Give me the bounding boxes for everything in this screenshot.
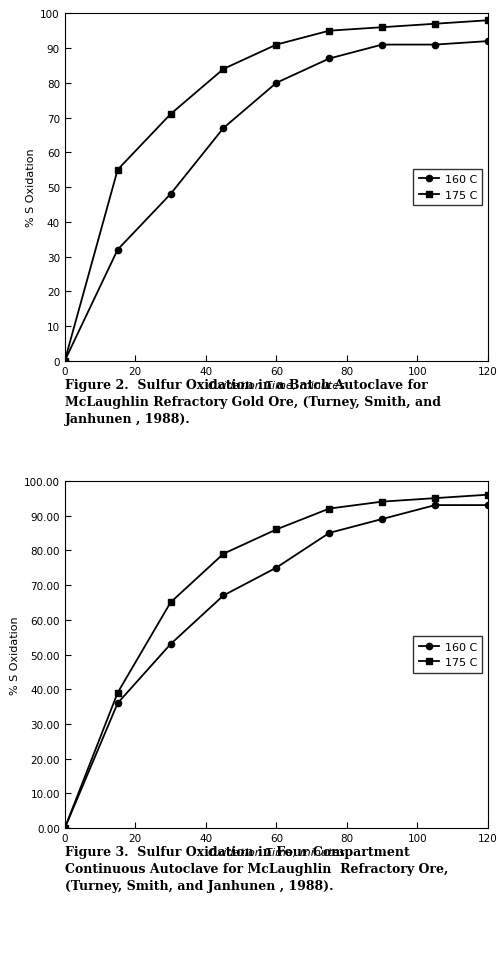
160 C [115, 698, 121, 709]
Legend: 160 C, 175 C: 160 C, 175 C [413, 637, 483, 673]
175 C [432, 19, 438, 30]
160 C [273, 562, 279, 574]
175 C [62, 822, 68, 834]
175 C [485, 15, 491, 27]
160 C [115, 245, 121, 256]
175 C [379, 23, 385, 34]
Legend: 160 C, 175 C: 160 C, 175 C [413, 170, 483, 206]
175 C [273, 524, 279, 536]
Text: Figure 3.  Sulfur Oxidation in Four Compartment
Continuous Autoclave for McLaugh: Figure 3. Sulfur Oxidation in Four Compa… [65, 845, 448, 892]
160 C [379, 514, 385, 525]
175 C [379, 497, 385, 508]
Y-axis label: % S Oxidation: % S Oxidation [26, 149, 36, 227]
160 C [167, 189, 173, 200]
160 C [432, 499, 438, 511]
Line: 175 C: 175 C [62, 18, 491, 365]
175 C [326, 26, 332, 37]
160 C [62, 355, 68, 367]
160 C [485, 36, 491, 48]
160 C [432, 40, 438, 51]
Line: 160 C: 160 C [62, 39, 491, 365]
175 C [432, 493, 438, 504]
160 C [326, 53, 332, 65]
160 C [326, 528, 332, 539]
Line: 160 C: 160 C [62, 502, 491, 832]
160 C [221, 123, 227, 134]
175 C [221, 64, 227, 75]
175 C [167, 597, 173, 608]
160 C [485, 499, 491, 511]
175 C [62, 355, 68, 367]
175 C [115, 687, 121, 699]
Y-axis label: % S Oxidation: % S Oxidation [10, 616, 20, 694]
Line: 175 C: 175 C [62, 492, 491, 832]
175 C [326, 503, 332, 515]
160 C [62, 822, 68, 834]
X-axis label: Oxidation Time, minutes: Oxidation Time, minutes [208, 380, 345, 391]
175 C [485, 490, 491, 501]
Text: Figure 2.  Sulfur Oxidation in a Batch Autoclave for
McLaughlin Refractory Gold : Figure 2. Sulfur Oxidation in a Batch Au… [65, 378, 441, 425]
175 C [115, 165, 121, 176]
175 C [167, 110, 173, 121]
175 C [221, 548, 227, 559]
160 C [379, 40, 385, 51]
160 C [221, 590, 227, 601]
X-axis label: Oxidation Time, minutes: Oxidation Time, minutes [208, 847, 345, 858]
160 C [273, 78, 279, 90]
175 C [273, 40, 279, 51]
160 C [167, 639, 173, 650]
